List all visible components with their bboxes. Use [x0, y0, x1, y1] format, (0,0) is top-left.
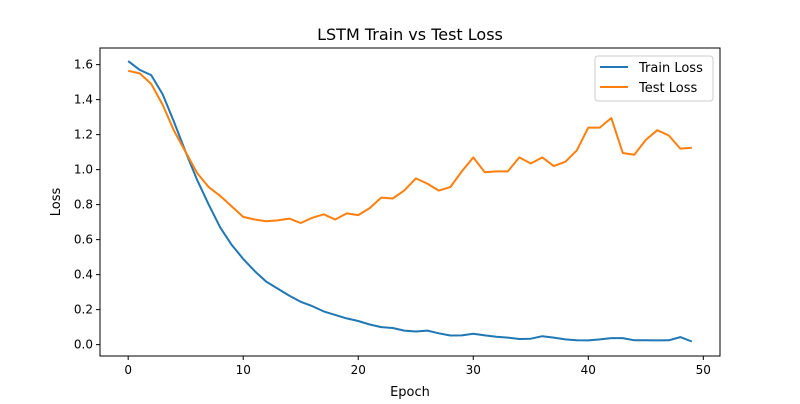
y-tick-label: 0.8 [74, 198, 93, 212]
series-line-test-loss [127, 69, 692, 224]
legend: Train Loss Test Loss [594, 55, 714, 102]
y-tick-label: 0.6 [74, 233, 93, 247]
x-axis-label: Epoch [390, 385, 430, 400]
y-tick-label: 1.6 [74, 58, 93, 72]
y-tick-label: 0.2 [74, 303, 93, 317]
x-tick-label: 20 [351, 363, 366, 377]
legend-label-test: Test Loss [638, 81, 697, 96]
plot-frame [99, 47, 721, 357]
x-tick-label: 10 [236, 363, 251, 377]
y-tick-label: 1.0 [74, 163, 93, 177]
y-axis-label: Loss [49, 188, 64, 217]
chart-title: LSTM Train vs Test Loss [317, 25, 503, 44]
x-tick-label: 50 [696, 363, 711, 377]
x-tick-label: 40 [581, 363, 596, 377]
x-tick-label: 30 [466, 363, 481, 377]
y-tick-label: 0.0 [74, 338, 93, 352]
y-tick-label: 0.4 [74, 268, 93, 282]
series-line-train-loss [127, 60, 693, 343]
legend-label-train: Train Loss [638, 61, 703, 76]
y-tick-label: 1.4 [74, 93, 93, 107]
y-tick-label: 1.2 [74, 128, 93, 142]
x-tick-label: 0 [124, 363, 132, 377]
